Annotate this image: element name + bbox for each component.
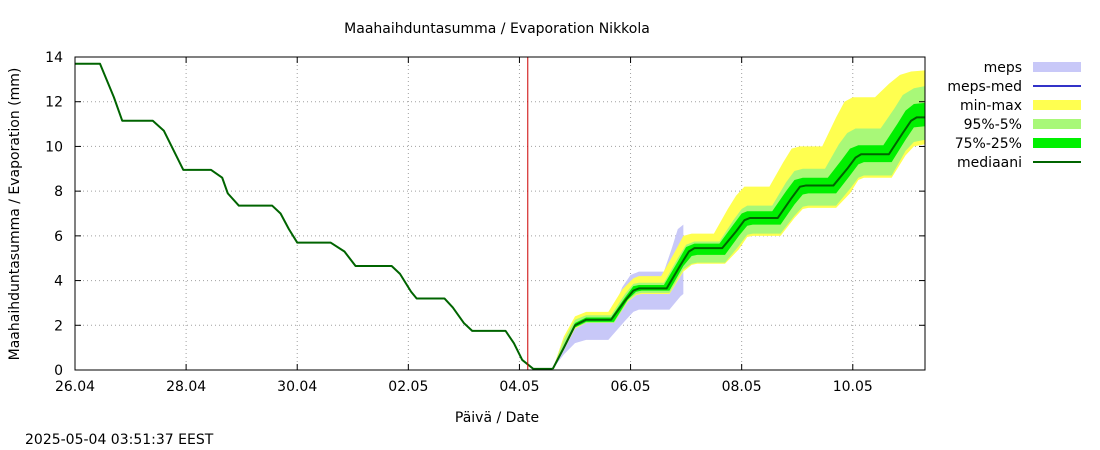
plot-frame	[74, 56, 926, 371]
series-line-1	[551, 116, 925, 370]
x-tick-label: 26.04	[55, 379, 95, 395]
axis-ticks: 0 2 4 6 8 10 12 14 26.04 28.04 30.04 02.05 04.05 06.0…	[45, 50, 925, 395]
series-line-0	[75, 62, 553, 370]
band-p75_25	[552, 102, 925, 369]
y-tick-label: 2	[54, 318, 63, 334]
legend-label-minmax: min-max	[960, 98, 1022, 114]
chart-title: Maahaihduntasumma / Evaporation Nikkola	[344, 21, 650, 37]
legend-label-meps_med: meps-med	[947, 79, 1022, 95]
legend-label-p95_5: 95%-5%	[964, 117, 1022, 133]
y-axis-label: Maahaihduntasumma / Evaporation (mm)	[7, 68, 23, 361]
forecast-bands	[552, 70, 925, 369]
x-tick-label: 10.05	[833, 379, 873, 395]
series-lines	[75, 62, 925, 370]
legend-swatch-p95_5	[1033, 119, 1081, 129]
y-tick-label: 12	[45, 95, 63, 111]
x-tick-label: 02.05	[388, 379, 428, 395]
x-axis-label: Päivä / Date	[455, 410, 539, 426]
legend-label-median: mediaani	[957, 155, 1022, 171]
timestamp: 2025-05-04 03:51:37 EEST	[25, 432, 214, 448]
legend-label-p75_25: 75%-25%	[955, 136, 1022, 152]
y-tick-label: 4	[54, 274, 63, 290]
x-tick-label: 04.05	[499, 379, 539, 395]
y-tick-label: 8	[54, 184, 63, 200]
x-tick-label: 08.05	[722, 379, 762, 395]
legend-label-meps: meps	[984, 60, 1022, 76]
legend-swatch-p75_25	[1033, 138, 1081, 148]
legend-swatch-meps	[1033, 62, 1081, 72]
x-tick-label: 28.04	[166, 379, 206, 395]
x-tick-label: 30.04	[277, 379, 317, 395]
y-tick-label: 14	[45, 50, 63, 66]
y-tick-label: 0	[54, 363, 63, 379]
y-tick-label: 6	[54, 229, 63, 245]
legend-swatch-minmax	[1033, 100, 1081, 110]
band-meps	[552, 224, 684, 369]
y-tick-label: 10	[45, 139, 63, 155]
legend: meps meps-med min-max 95%-5% 75%-25% mediaani	[947, 60, 1081, 171]
x-tick-label: 06.05	[611, 379, 651, 395]
